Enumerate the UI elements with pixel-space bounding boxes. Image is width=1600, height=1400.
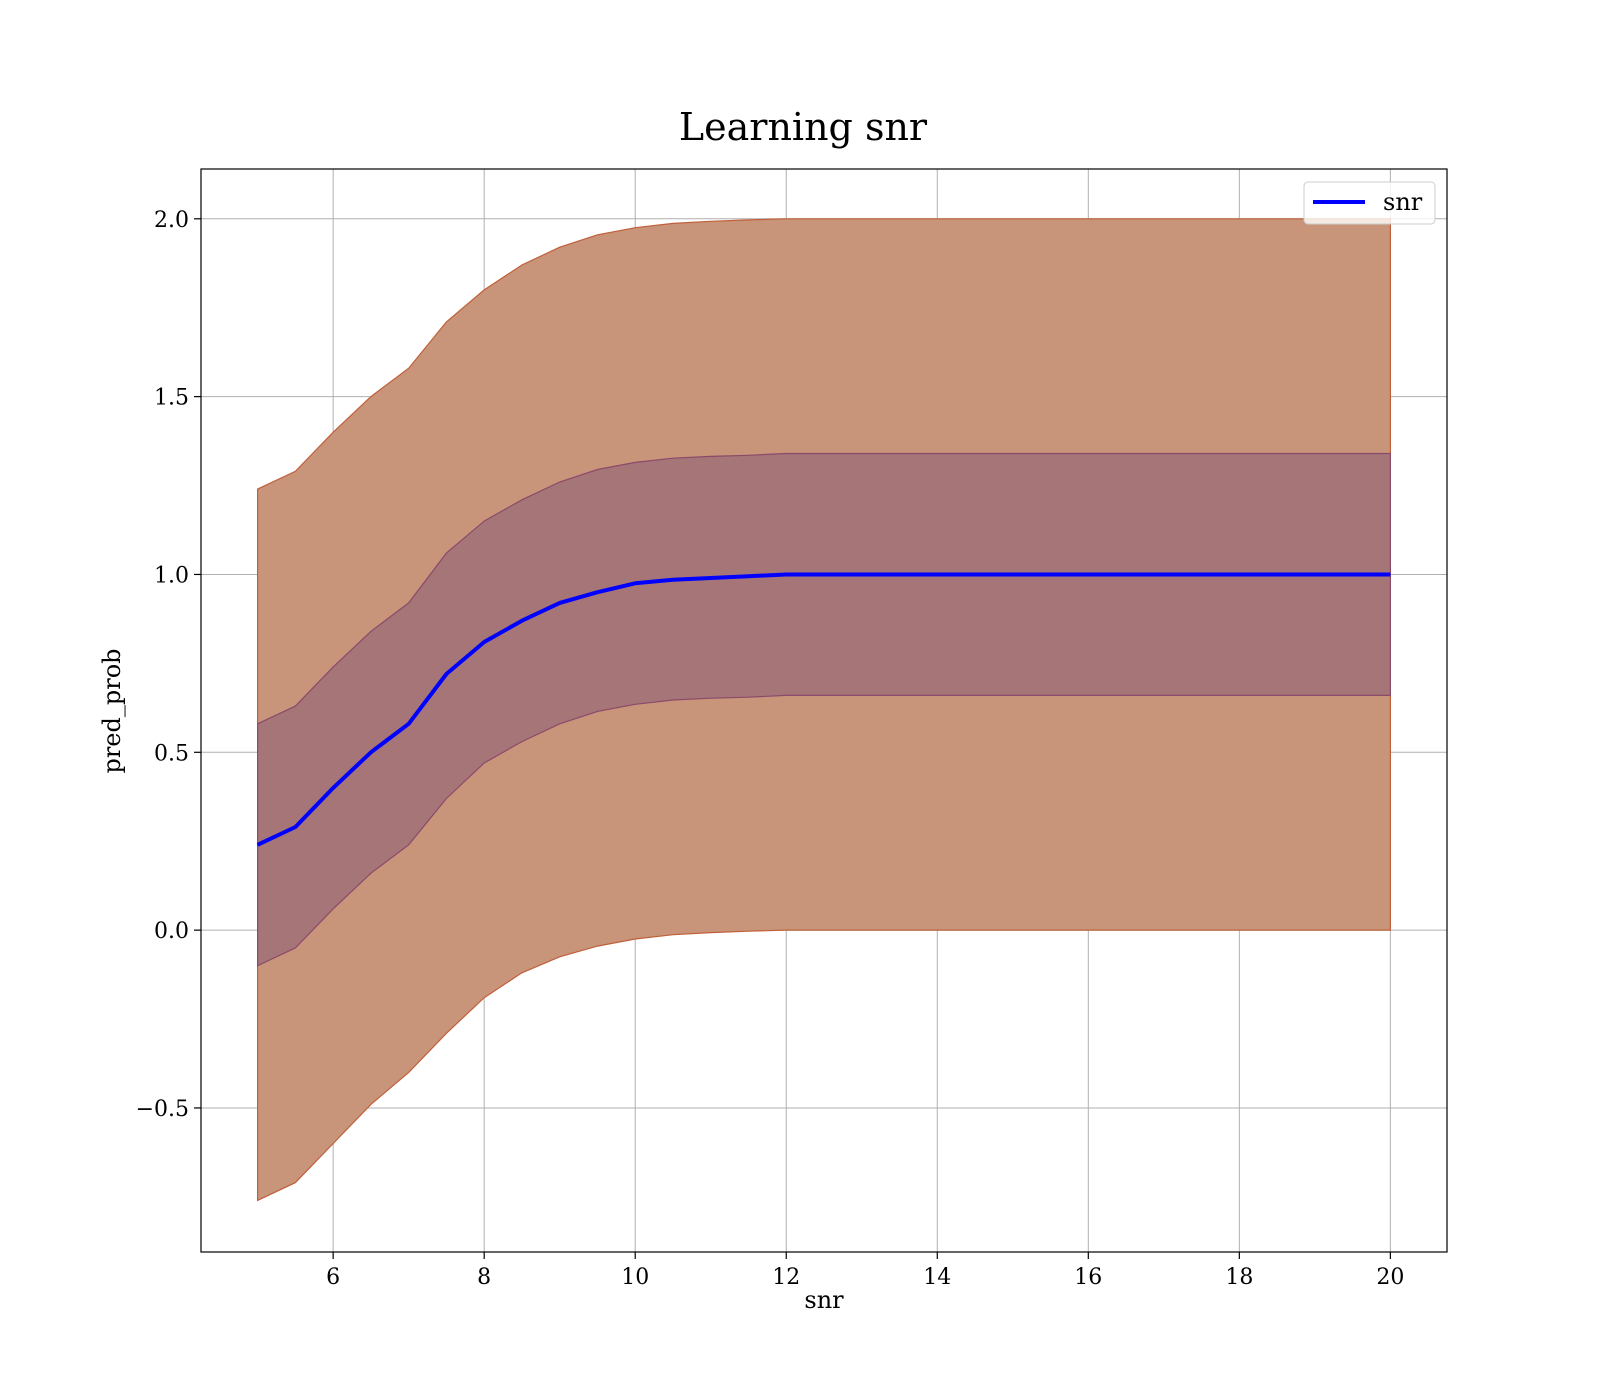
y-tick-label: 1.0 [154, 563, 189, 588]
x-tick-label: 14 [923, 1265, 951, 1290]
series-line-snr [256, 572, 1391, 847]
y-tick-label: 2.0 [154, 208, 189, 233]
chart-title: Learning snr [679, 105, 928, 149]
y-axis: −0.5 0.0 0.5 1.0 1.5 2.0 [136, 208, 201, 1122]
x-tick-label: 8 [477, 1265, 491, 1290]
legend-label-snr: snr [1383, 188, 1423, 216]
x-tick-label: 16 [1074, 1265, 1102, 1290]
x-tick-label: 6 [326, 1265, 340, 1290]
x-tick-label: 18 [1225, 1265, 1253, 1290]
legend: snr [1303, 181, 1436, 225]
legend-box [1303, 181, 1436, 225]
y-tick-label: −0.5 [136, 1097, 189, 1122]
x-tick-label: 12 [772, 1265, 800, 1290]
plot-area [201, 169, 1447, 1252]
y-axis-label: pred_prob [98, 648, 126, 773]
x-tick-label: 20 [1376, 1265, 1404, 1290]
y-tick-label: 0.0 [154, 919, 189, 944]
x-axis: 6 8 10 12 14 16 18 20 [326, 1252, 1404, 1290]
inner-band [257, 452, 1391, 967]
x-axis-label: snr [804, 1286, 844, 1314]
y-tick-label: 0.5 [154, 741, 189, 766]
x-tick-label: 10 [621, 1265, 649, 1290]
y-tick-label: 1.5 [154, 386, 189, 411]
axes-frame [200, 168, 1448, 1253]
